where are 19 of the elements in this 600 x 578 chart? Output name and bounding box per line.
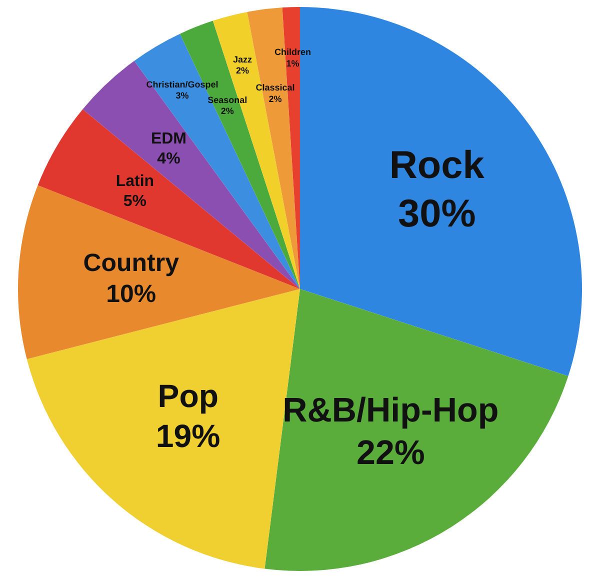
data-label: 2% — [236, 66, 249, 76]
slice-label: Country — [83, 248, 180, 277]
slice-label: Rock — [389, 144, 485, 187]
slice-label: Latin — [116, 172, 154, 190]
data-label: 5% — [123, 192, 147, 210]
data-label: 2% — [268, 94, 282, 104]
data-label: 30% — [398, 192, 476, 236]
slice-label: Jazz — [232, 54, 252, 64]
data-label: 1% — [286, 58, 300, 68]
data-label: 22% — [356, 434, 425, 472]
data-label: 2% — [220, 106, 234, 116]
slice-label: R&B/Hip-Hop — [282, 392, 499, 430]
slice-label: Classical — [256, 82, 295, 93]
data-label: 19% — [156, 418, 220, 454]
data-label: 4% — [157, 150, 180, 168]
data-label: 10% — [106, 280, 156, 308]
data-label: 3% — [176, 90, 189, 101]
slice-label: EDM — [150, 130, 187, 148]
slice-label: Pop — [158, 378, 218, 414]
